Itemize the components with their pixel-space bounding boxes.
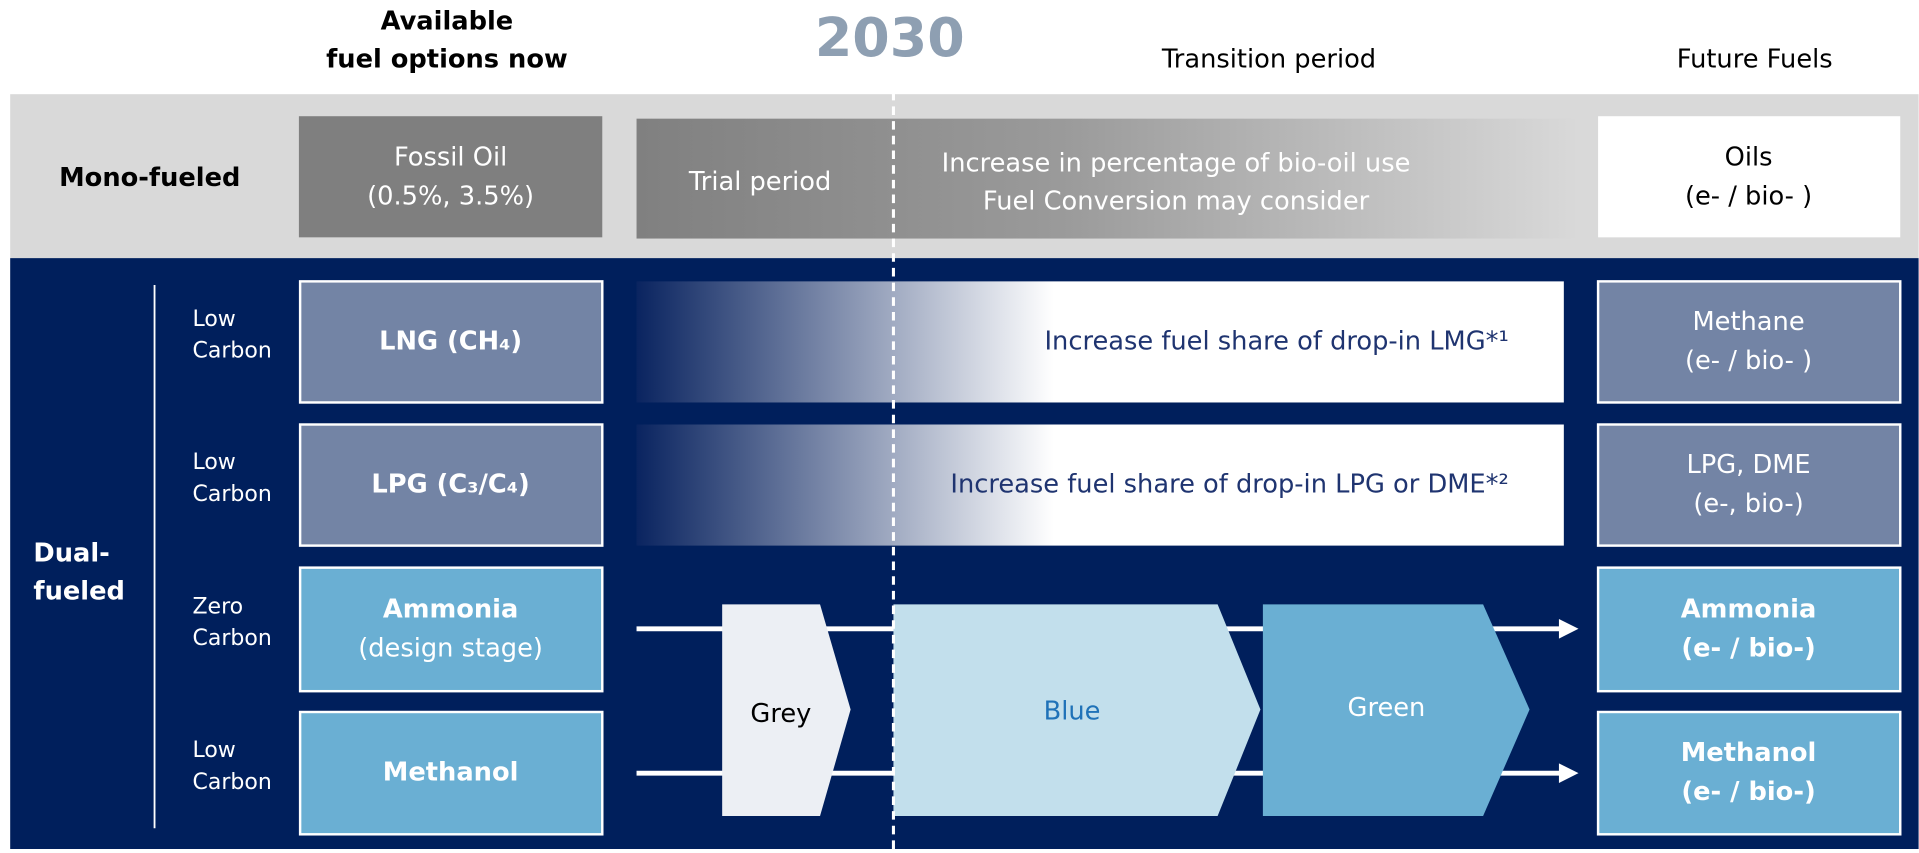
stage-green [1262,604,1530,816]
carbon-label: Carbon [192,626,271,651]
future-box [1596,710,1902,836]
future-text: Methane [1692,307,1804,337]
stage-label: Blue [1044,696,1101,726]
carbon-label: Low [192,307,235,332]
future-text: (e-, bio-) [1693,489,1803,519]
stage-label: Grey [750,699,811,729]
future-box [1596,280,1902,404]
header: Available fuel options now 2030 Transiti… [326,6,1833,74]
transition-text: Increase in percentage of bio-oil use [942,148,1411,178]
mono-label: Mono-fueled [59,163,240,193]
now-box [298,280,604,404]
now-text: (0.5%, 3.5%) [367,181,534,211]
arrow-head [1558,763,1579,783]
now-box [298,423,604,547]
now-text: Methanol [383,758,519,788]
future-text: (e- / bio-) [1681,633,1815,663]
trial-text: Trial period [688,167,831,197]
dual-label: Dual- [33,539,109,569]
carbon-label: Carbon [192,482,271,507]
arrow-head [1558,619,1579,639]
stage-blue [893,604,1261,816]
trial-bar [636,118,1579,239]
now-box [298,116,603,238]
transition-text: Increase fuel share of drop-in LPG or DM… [950,470,1508,500]
future-text: (e- / bio-) [1681,777,1815,807]
header-available: fuel options now [326,44,568,74]
transition-bar [636,281,1564,403]
header-transition: Transition period [1161,44,1376,74]
transition-text: Increase fuel share of drop-in LMG*¹ [1044,326,1508,356]
future-box [1596,566,1902,693]
now-text: Ammonia [383,594,519,624]
stage-label: Green [1348,693,1426,723]
future-text: (e- / bio- ) [1685,346,1812,376]
dual-label: fueled [33,577,125,607]
dual-section: Dual- fueled Low Carbon LNG (CH₄) Increase … [10,258,1919,849]
future-text: LPG, DME [1686,450,1810,480]
now-box [298,710,604,836]
carbon-label: Low [192,450,235,475]
header-available: Available [381,7,514,37]
future-text: Methanol [1681,738,1817,768]
carbon-label: Zero [192,594,243,619]
transition-bar [636,424,1564,546]
header-future: Future Fuels [1677,44,1833,74]
now-text: LNG (CH₄) [379,326,522,356]
now-text: LPG (C₃/C₄) [371,470,529,500]
future-text: (e- / bio- ) [1685,181,1812,211]
now-text: (design stage) [358,633,543,663]
header-year: 2030 [815,6,965,69]
future-box [1598,116,1901,238]
now-box [298,566,604,693]
future-box [1596,423,1902,547]
future-text: Oils [1725,142,1773,172]
transition-text: Fuel Conversion may consider [983,186,1370,216]
stage-grey [722,604,851,816]
carbon-label: Carbon [192,770,271,795]
now-text: Fossil Oil [394,142,507,172]
carbon-label: Low [192,738,235,763]
mono-row: Mono-fueled Fossil Oil (0.5%, 3.5%) Tria… [10,94,1919,259]
future-text: Ammonia [1681,594,1817,624]
carbon-label: Carbon [192,339,271,364]
